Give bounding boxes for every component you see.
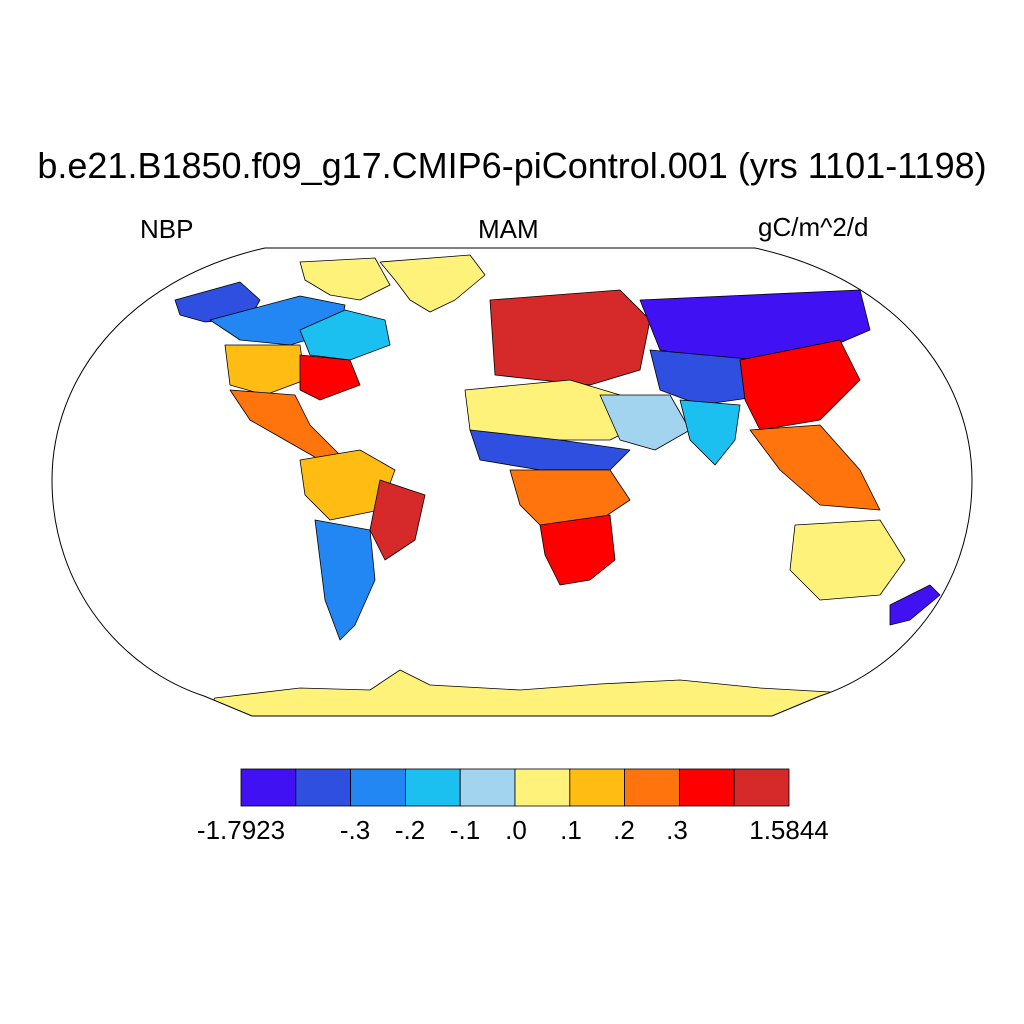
- colorbar-swatch: [404, 768, 461, 807]
- colorbar-label: .0: [505, 815, 527, 845]
- colorbar-swatch: [459, 768, 516, 807]
- region-europe: [489, 289, 651, 386]
- map-title: b.e21.B1850.f09_g17.CMIP6-piControl.001 …: [37, 145, 987, 186]
- colorbar-label: 1.5844: [749, 815, 829, 845]
- region-eastern-us: [299, 354, 361, 401]
- region-eastern-canada: [299, 309, 391, 361]
- colorbar-label: .1: [560, 815, 582, 845]
- region-antarctica: [199, 669, 841, 716]
- map-boundary: [51, 247, 973, 717]
- colorbar-label: .2: [613, 815, 635, 845]
- region-arctic-canada: [299, 257, 391, 301]
- colorbar-swatch: [350, 768, 406, 807]
- region-central-us: [224, 344, 306, 396]
- season-label: MAM: [478, 214, 539, 244]
- colorbar-labels: -1.7923 -.3 -.2 -.1 .0 .1 .2 .3 1.5844: [0, 815, 1024, 855]
- variable-label: NBP: [140, 214, 194, 244]
- region-eastern-brazil: [369, 479, 426, 561]
- colorbar-label: .3: [666, 815, 688, 845]
- colorbar-swatch: [679, 768, 735, 807]
- colorbar-swatch: [240, 768, 297, 807]
- colorbar-label: -.3: [339, 815, 371, 845]
- colorbar-label: -1.7923: [196, 815, 286, 845]
- colorbar-swatch: [295, 768, 351, 807]
- region-southern-africa: [539, 514, 616, 586]
- colorbar-swatch: [733, 768, 790, 807]
- region-india: [679, 399, 741, 466]
- region-australia: [789, 519, 906, 601]
- region-central-asia: [649, 349, 771, 406]
- region-patagonia: [314, 519, 376, 641]
- colorbar-swatch: [569, 768, 625, 807]
- units-label: gC/m^2/d: [758, 212, 869, 242]
- region-southeast-asia: [749, 424, 881, 511]
- colorbar-label: -.1: [449, 815, 481, 845]
- region-china: [739, 339, 861, 431]
- colorbar-swatch: [624, 768, 680, 807]
- colorbar-label: -.2: [394, 815, 426, 845]
- colorbar-swatch: [514, 768, 571, 807]
- region-greenland: [379, 254, 486, 313]
- region-new-zealand: [889, 584, 941, 626]
- region-arabia: [599, 394, 691, 451]
- colorbar: [240, 768, 790, 807]
